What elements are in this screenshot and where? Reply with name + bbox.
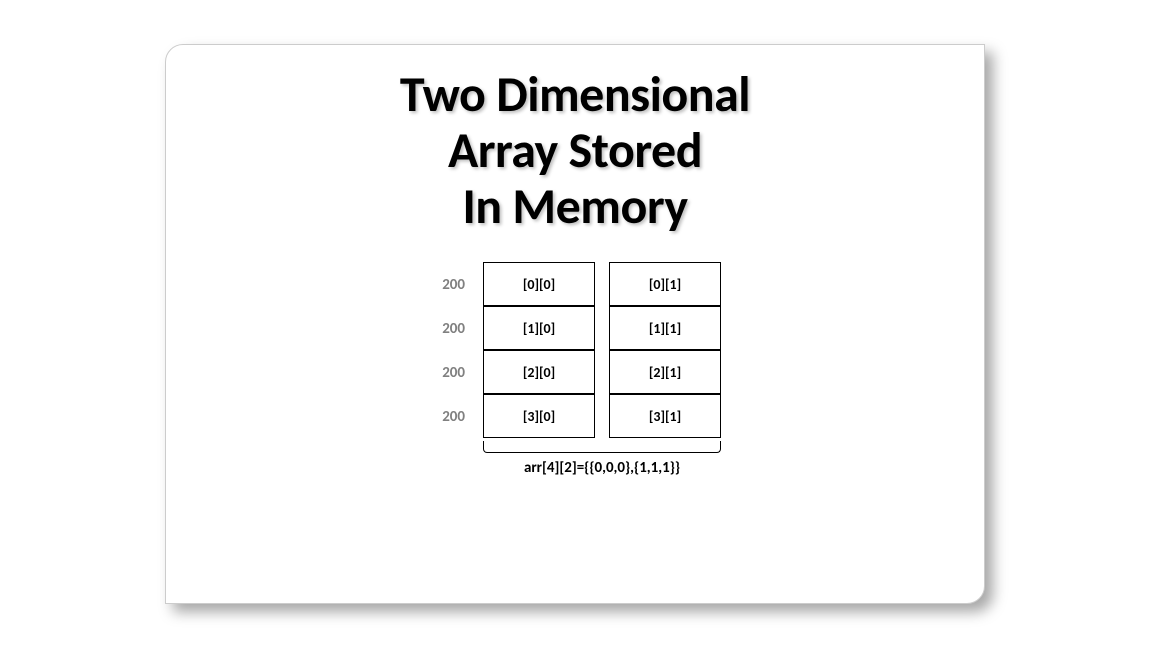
- slide-card: Two Dimensional Array Stored In Memory 2…: [165, 44, 985, 604]
- memory-cell: [2][1]: [609, 350, 721, 394]
- memory-cell: [0][1]: [609, 262, 721, 306]
- slide-title: Two Dimensional Array Stored In Memory: [166, 67, 984, 235]
- memory-cell: [2][0]: [483, 350, 595, 394]
- title-line-1: Two Dimensional: [166, 67, 984, 123]
- memory-cell: [3][0]: [483, 394, 595, 438]
- table-row: 200 [0][0] [0][1]: [429, 263, 721, 307]
- memory-diagram: 200 [0][0] [0][1] 200 [1][0] [1][1] 200 …: [166, 263, 984, 477]
- title-line-2: Array Stored: [166, 123, 984, 179]
- memory-address: 200: [429, 364, 483, 382]
- memory-address: 200: [429, 320, 483, 338]
- caption-bracket-wrap: arr[4][2]={{0,0,0},{1,1,1}}: [483, 441, 721, 477]
- memory-address: 200: [429, 408, 483, 426]
- underbrace-icon: [483, 441, 721, 453]
- table-row: 200 [3][0] [3][1]: [429, 395, 721, 439]
- memory-cell: [0][0]: [483, 262, 595, 306]
- title-line-3: In Memory: [166, 179, 984, 235]
- memory-address: 200: [429, 276, 483, 294]
- memory-rows: 200 [0][0] [0][1] 200 [1][0] [1][1] 200 …: [429, 263, 721, 439]
- table-row: 200 [1][0] [1][1]: [429, 307, 721, 351]
- memory-cell: [1][1]: [609, 306, 721, 350]
- memory-cell: [3][1]: [609, 394, 721, 438]
- table-row: 200 [2][0] [2][1]: [429, 351, 721, 395]
- diagram-caption: arr[4][2]={{0,0,0},{1,1,1}}: [524, 459, 680, 477]
- memory-cell: [1][0]: [483, 306, 595, 350]
